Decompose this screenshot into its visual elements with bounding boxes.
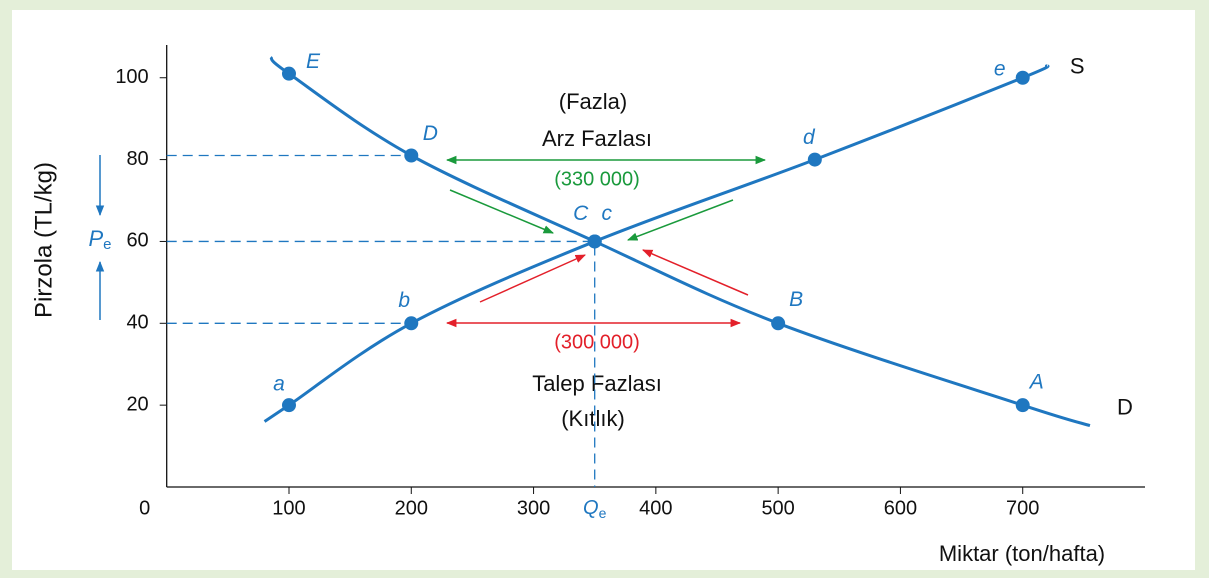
- point-label: d: [803, 126, 816, 149]
- curve: [263, 64, 1050, 423]
- point: [807, 152, 822, 167]
- annotation: Arz Fazlası: [542, 126, 652, 151]
- arrows: [95, 155, 767, 328]
- curve: [269, 56, 1091, 428]
- label-sub: e: [599, 505, 607, 521]
- annotation: (Kıtlık): [561, 406, 625, 431]
- y-tick-label: 80: [126, 148, 148, 170]
- plot: Qe Sa b c d e D E D C B A: [166, 50, 1133, 521]
- x-tick-label: 0: [139, 497, 150, 519]
- point-label: E: [306, 50, 321, 73]
- y-tick-label: 100: [115, 66, 148, 88]
- point: [1015, 70, 1030, 85]
- point-label: a: [273, 373, 285, 396]
- plot-background: [12, 10, 1195, 570]
- x-tick-label: 400: [639, 497, 672, 519]
- arrow: [627, 199, 734, 241]
- annotation: (330 000): [554, 168, 640, 190]
- quantity-eq-label: Qe: [583, 497, 607, 520]
- annotation: (Fazla): [559, 89, 627, 114]
- x-tick-label: 300: [517, 497, 550, 519]
- arrow: [642, 249, 749, 296]
- annotation: Talep Fazlası: [532, 371, 662, 396]
- arrow: [479, 254, 586, 303]
- point: [1015, 398, 1030, 413]
- point-label: B: [789, 288, 803, 311]
- point: [404, 316, 419, 331]
- x-axis-label: Miktar (ton/hafta): [939, 541, 1105, 566]
- label-main: P: [88, 226, 103, 251]
- y-axis-label: Pirzola (TL/kg): [30, 162, 57, 318]
- point-label: A: [1028, 371, 1044, 394]
- x-tick-label: 700: [1006, 497, 1039, 519]
- arrow: [449, 189, 554, 234]
- y-tick-label: 60: [126, 230, 148, 252]
- x-tick-label: 100: [272, 497, 305, 519]
- annotation: (300 000): [554, 331, 640, 353]
- point-label: C: [573, 202, 589, 225]
- series-label: S: [1070, 53, 1085, 78]
- x-tick-label: 200: [395, 497, 428, 519]
- axes: 20 40 60 80 100 0 100 200 300 400 500 600 700: [115, 45, 1145, 519]
- series-label: D: [1117, 394, 1133, 419]
- price-eq-label: Pe: [88, 226, 111, 253]
- point: [587, 234, 602, 249]
- label-sub: e: [103, 236, 111, 253]
- point-label: D: [423, 122, 438, 145]
- point: [771, 316, 786, 331]
- point: [281, 66, 296, 81]
- point-label: e: [994, 57, 1006, 80]
- y-tick-label: 40: [126, 312, 148, 334]
- point: [281, 398, 296, 413]
- x-tick-label: 500: [761, 497, 794, 519]
- point: [404, 148, 419, 163]
- label-main: Q: [583, 497, 599, 519]
- y-tick-label: 20: [126, 393, 148, 415]
- x-tick-label: 600: [884, 497, 917, 519]
- point-label: c: [601, 202, 612, 225]
- point-label: b: [398, 289, 410, 312]
